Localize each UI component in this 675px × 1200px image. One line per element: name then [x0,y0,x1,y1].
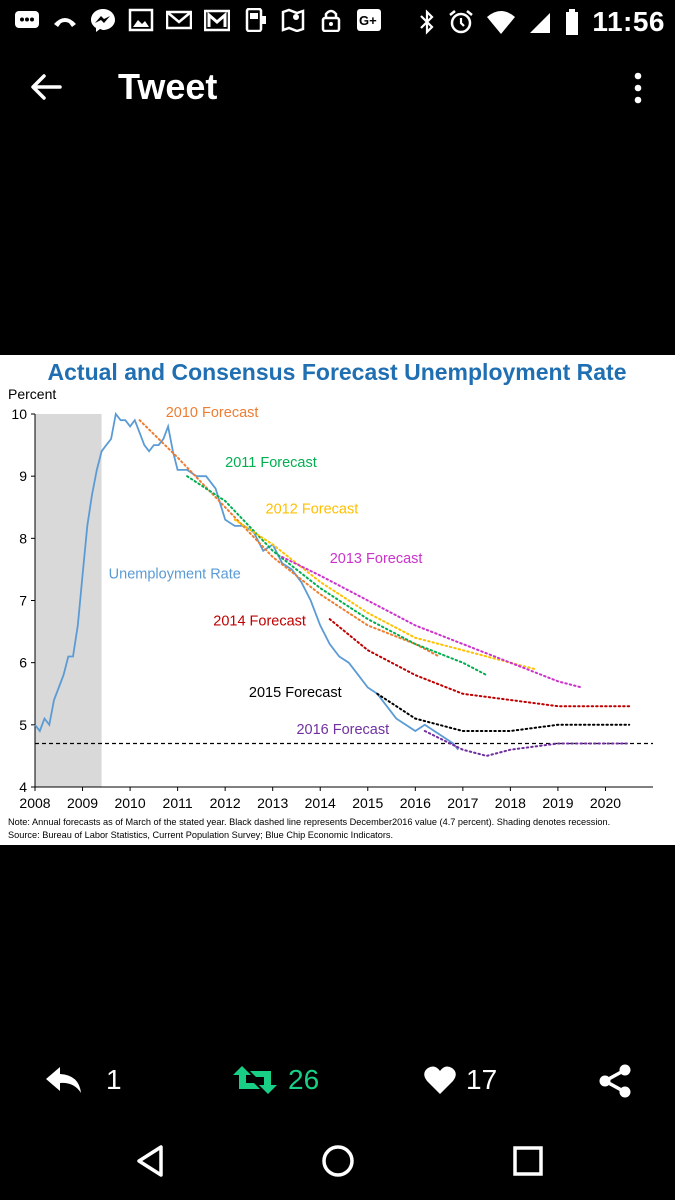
x-tick-label: 2015 [352,795,383,811]
retweet-button[interactable]: 26 [232,1064,319,1096]
series-line-unemployment-rate [34,411,459,751]
retweet-count: 26 [288,1064,320,1095]
mail-icon [166,10,192,30]
x-tick-label: 2009 [67,795,98,811]
lock-icon [321,9,341,32]
series-label: Unemployment Rate [109,567,241,583]
series-line-2013-forecast [281,556,583,689]
maps-icon [281,8,305,32]
y-tick-label: 9 [19,468,27,484]
back-arrow-icon[interactable] [26,66,68,108]
messenger-icon [91,9,115,32]
y-tick-label: 10 [11,406,27,422]
like-count: 17 [466,1064,498,1095]
phone-icon [54,18,76,27]
app-bar: Tweet [0,44,675,130]
x-tick-label: 2020 [590,795,621,811]
x-tick-label: 2012 [210,795,241,811]
system-nav-bar [0,1120,675,1200]
series-label: 2016 Forecast [296,722,389,738]
wifi-icon [487,11,516,34]
series-label: 2013 Forecast [330,551,423,567]
unemployment-chart: Actual and Consensus Forecast Unemployme… [8,359,653,840]
alarm-icon [449,10,474,34]
bluetooth-icon [420,9,434,35]
gmail-icon [204,9,230,32]
y-tick-label: 4 [19,779,27,795]
recents-square-icon[interactable] [507,1140,549,1182]
x-tick-label: 2008 [19,795,50,811]
y-tick-label: 8 [19,530,27,546]
google-plus-icon: G+ [357,9,381,31]
payment-icon [245,8,266,32]
x-tick-label: 2013 [257,795,288,811]
tweet-actions: 1 26 17 [0,1050,675,1114]
system-icons: 11:56 [418,6,665,38]
image-icon [128,8,154,32]
notification-icons: G+ [14,8,382,32]
x-tick-label: 2017 [447,795,478,811]
tweet-media-image[interactable]: Actual and Consensus Forecast Unemployme… [0,355,675,845]
back-triangle-icon[interactable] [130,1140,172,1182]
series-line-2010-forecast [138,419,441,658]
chart-source: Source: Bureau of Labor Statistics, Curr… [8,830,393,840]
chart-note: Note: Annual forecasts as of March of th… [8,817,610,827]
y-tick-label: 5 [19,717,27,733]
y-axis-label: Percent [8,386,56,402]
x-tick-label: 2019 [542,795,573,811]
overflow-menu-icon[interactable] [623,68,653,108]
series-line-2012-forecast [233,518,536,670]
reply-icon [46,1067,81,1093]
series-line-2014-forecast [328,618,631,708]
series-label: 2014 Forecast [213,613,306,629]
x-tick-label: 2018 [495,795,526,811]
clock: 11:56 [592,6,665,37]
status-bar: G+ 11:56 [0,0,675,44]
x-tick-label: 2010 [114,795,145,811]
reply-button[interactable]: 1 [44,1064,122,1096]
series-line-2016-forecast [423,730,631,757]
signal-icon [530,13,551,33]
x-tick-label: 2016 [400,795,431,811]
reply-count: 1 [106,1064,122,1095]
y-tick-label: 7 [19,593,27,609]
x-tick-label: 2014 [305,795,336,811]
x-tick-label: 2011 [163,795,193,811]
share-button[interactable] [598,1064,632,1098]
page-title: Tweet [118,66,218,107]
series-label: 2010 Forecast [166,405,259,421]
like-button[interactable]: 17 [424,1064,497,1096]
series-label: 2011 Forecast [225,455,317,471]
heart-icon [424,1066,456,1094]
svg-text:G+: G+ [359,13,377,28]
message-icon [15,11,39,28]
series-line-2011-forecast [186,475,488,677]
battery-icon [566,9,579,35]
home-circle-icon[interactable] [317,1140,359,1182]
series-line-2015-forecast [376,692,631,732]
retweet-icon [233,1066,277,1094]
y-tick-label: 6 [19,655,27,671]
recession-shading [35,414,102,787]
chart-title: Actual and Consensus Forecast Unemployme… [48,359,627,385]
share-icon [599,1064,631,1098]
series-label: 2012 Forecast [266,501,359,517]
series-label: 2015 Forecast [249,685,342,701]
